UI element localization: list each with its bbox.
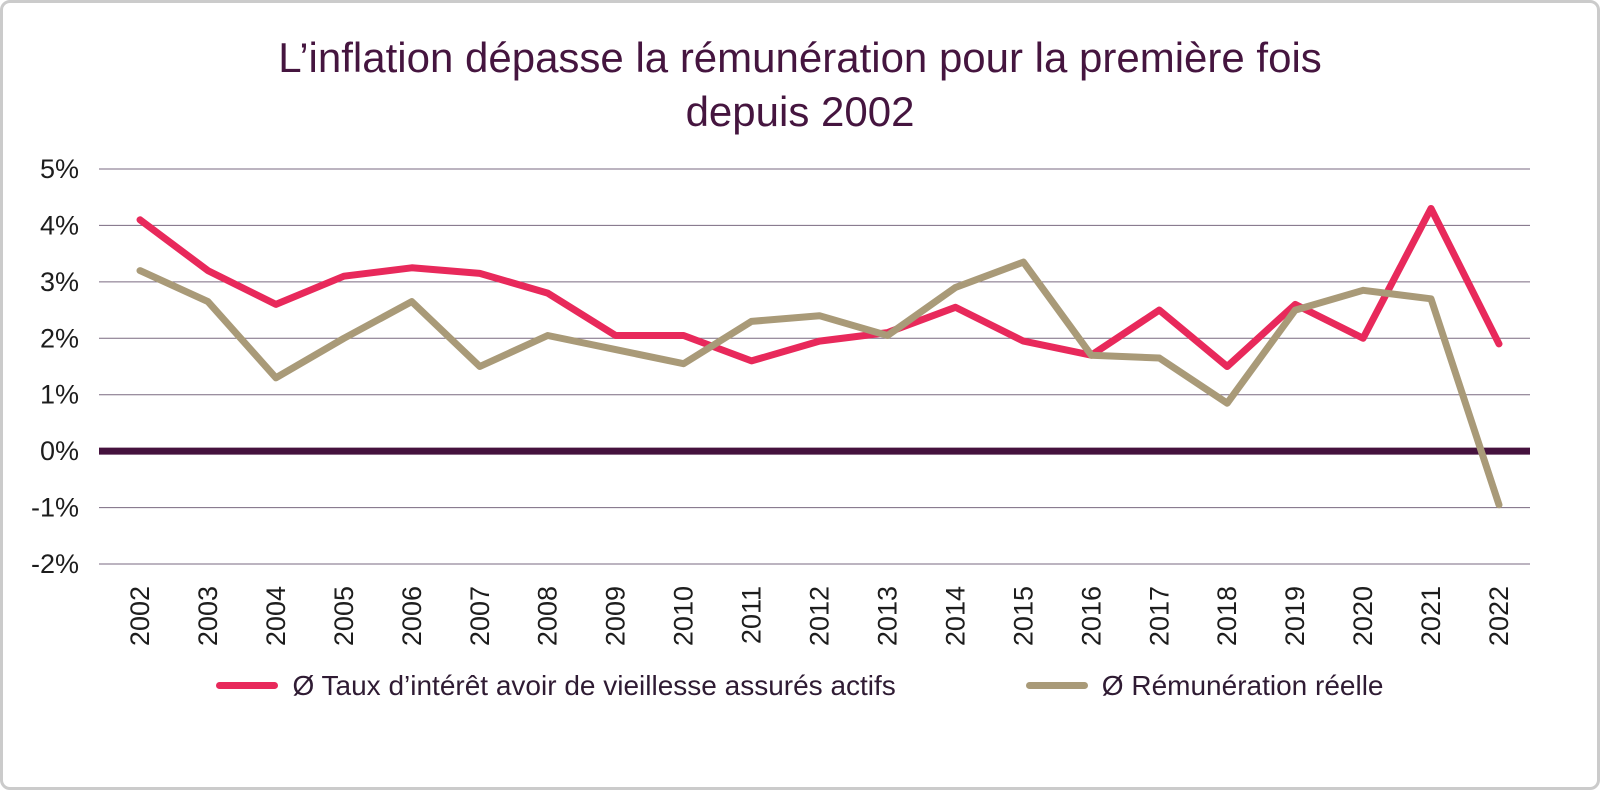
x-tick-label: 2007 [465,586,495,646]
x-tick-label: 2003 [193,586,223,646]
x-tick-label: 2009 [601,586,631,646]
x-tick-label: 2021 [1416,586,1446,646]
x-tick-label: 2002 [125,586,155,646]
legend-label-taux-interet: Ø Taux d’intérêt avoir de vieillesse ass… [292,669,896,701]
x-tick-label: 2015 [1008,586,1038,646]
x-tick-label: 2014 [940,586,970,646]
x-tick-label: 2004 [261,586,291,646]
x-tick-label: 2017 [1144,586,1174,646]
x-tick-label: 2005 [329,586,359,646]
chart-title-line-1: L’inflation dépasse la rémunération pour… [278,34,1322,81]
y-tick-label: 5% [40,154,79,184]
x-tick-label: 2006 [397,586,427,646]
legend: Ø Taux d’intérêt avoir de vieillesse ass… [3,670,1597,702]
x-tick-label: 2018 [1212,586,1242,646]
legend-item-taux-interet: Ø Taux d’intérêt avoir de vieillesse ass… [216,669,896,702]
y-tick-label: 1% [40,379,79,409]
y-tick-label: 2% [40,323,79,353]
series-line-1 [136,258,1503,508]
line-chart-plot: 5% 4% 3% 2% 1% 0% -1% -2% 2002 2003 2004 2005 2006 20… [31,154,1530,646]
x-tick-label: 2012 [805,586,835,646]
y-tick-label: -1% [31,492,79,522]
x-tick-label: 2008 [533,586,563,646]
legend-swatch-taux-interet [216,682,279,689]
y-tick-label: -2% [31,549,79,579]
x-tick-label: 2022 [1484,586,1514,646]
y-tick-label: 4% [40,210,79,240]
chart-title-line-2: depuis 2002 [685,87,915,135]
x-tick-label: 2020 [1348,586,1378,646]
x-tick-label: 2010 [669,586,699,646]
x-tick-label: 2011 [737,586,767,644]
series-line-0 [136,204,1503,370]
legend-swatch-remuneration [1025,682,1088,689]
legend-item-remuneration: Ø Rémunération réelle [1025,669,1384,702]
x-tick-label: 2019 [1280,586,1310,646]
x-tick-label: 2013 [872,586,902,646]
chart-title: L’inflation dépasse la rémunération pour… [3,3,1597,139]
legend-label-remuneration: Ø Rémunération réelle [1101,669,1384,701]
y-tick-label: 0% [40,436,79,466]
y-tick-label: 3% [40,266,79,296]
x-tick-label: 2016 [1076,586,1106,646]
